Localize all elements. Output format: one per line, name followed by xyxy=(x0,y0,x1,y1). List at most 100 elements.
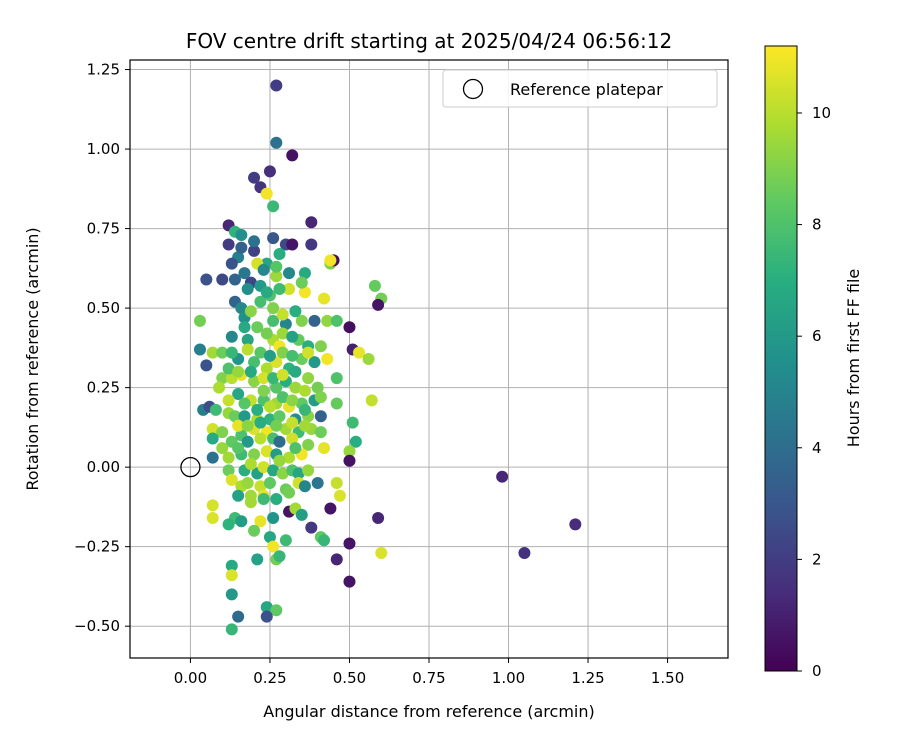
data-point xyxy=(260,601,273,614)
data-point xyxy=(254,416,267,429)
data-point xyxy=(222,238,235,251)
data-point xyxy=(228,410,241,423)
data-points xyxy=(193,79,582,636)
data-point xyxy=(216,273,229,286)
data-point xyxy=(267,200,280,213)
data-point xyxy=(270,492,283,505)
data-point xyxy=(305,216,318,229)
data-point xyxy=(330,372,343,385)
data-point xyxy=(206,499,219,512)
colorbar-tick-label: 0 xyxy=(812,662,822,680)
data-point xyxy=(248,235,261,248)
data-point xyxy=(311,477,324,490)
data-point xyxy=(251,321,264,334)
data-point xyxy=(232,387,245,400)
data-point xyxy=(276,327,289,340)
data-point xyxy=(289,381,302,394)
data-point xyxy=(343,321,356,334)
reference-platepar-marker xyxy=(180,456,201,478)
data-point xyxy=(343,537,356,550)
data-point xyxy=(251,553,264,566)
data-point xyxy=(206,432,219,445)
data-point xyxy=(232,419,245,432)
x-tick-label: 0.00 xyxy=(174,669,207,687)
data-point xyxy=(279,318,292,331)
data-point xyxy=(298,384,311,397)
data-point xyxy=(225,588,238,601)
data-point xyxy=(518,547,531,560)
data-point xyxy=(244,305,257,318)
legend-marker-icon xyxy=(462,78,484,100)
data-point xyxy=(241,477,254,490)
data-point xyxy=(330,397,343,410)
data-point xyxy=(238,410,251,423)
data-point xyxy=(222,394,235,407)
data-point xyxy=(260,327,273,340)
data-point xyxy=(372,298,385,311)
data-point xyxy=(216,426,229,439)
data-point xyxy=(343,575,356,588)
colorbar-ticks: 0 2 4 6 8 10 xyxy=(797,104,831,680)
y-tick-label: −0.25 xyxy=(74,538,120,556)
data-point xyxy=(235,241,248,254)
data-point xyxy=(362,353,375,365)
data-point xyxy=(263,531,276,544)
data-point xyxy=(330,314,343,327)
x-tick-label: 0.25 xyxy=(253,669,286,687)
data-point xyxy=(289,305,302,318)
data-point xyxy=(353,346,366,359)
data-point xyxy=(232,489,245,502)
x-axis-ticks: 0.00 0.25 0.50 0.75 1.00 1.25 1.50 xyxy=(174,658,684,687)
data-point xyxy=(298,419,311,432)
data-point xyxy=(241,343,254,356)
data-point xyxy=(225,623,238,636)
data-point xyxy=(372,512,385,525)
data-point xyxy=(295,314,308,327)
data-point xyxy=(349,435,362,448)
data-point xyxy=(225,473,238,486)
y-tick-label: 1.25 xyxy=(87,61,120,79)
data-point xyxy=(270,136,283,149)
data-point xyxy=(569,518,582,531)
data-point xyxy=(260,610,273,623)
data-point xyxy=(267,314,280,327)
data-point xyxy=(267,302,280,315)
data-point xyxy=(235,228,248,241)
colorbar-tick-label: 4 xyxy=(812,439,822,457)
legend-box xyxy=(442,69,718,108)
data-point xyxy=(318,442,331,455)
data-point xyxy=(225,346,238,359)
data-point xyxy=(346,416,359,429)
data-point xyxy=(289,442,302,455)
data-point xyxy=(254,480,267,493)
data-point xyxy=(254,295,267,308)
data-point xyxy=(248,356,261,369)
data-point xyxy=(283,267,296,280)
data-point xyxy=(314,410,327,423)
y-tick-label: 0.50 xyxy=(87,299,120,317)
data-point xyxy=(263,477,276,490)
data-point xyxy=(286,349,299,362)
data-point xyxy=(273,435,286,448)
data-point xyxy=(267,232,280,245)
data-point xyxy=(263,400,276,413)
data-point xyxy=(318,534,331,547)
data-point xyxy=(314,340,327,353)
data-point xyxy=(270,270,283,283)
x-tick-label: 0.75 xyxy=(412,669,445,687)
legend: Reference platepar xyxy=(442,69,718,108)
data-point xyxy=(298,286,311,299)
data-point xyxy=(251,403,264,416)
data-point xyxy=(302,372,315,385)
data-point xyxy=(225,559,238,572)
data-point xyxy=(305,521,318,534)
data-point xyxy=(241,435,254,448)
data-point xyxy=(257,384,270,397)
data-point xyxy=(289,365,302,378)
data-point xyxy=(283,283,296,296)
data-point xyxy=(276,467,289,480)
data-point xyxy=(314,426,327,439)
data-point xyxy=(254,432,267,445)
data-point xyxy=(216,442,229,455)
grid-lines xyxy=(130,60,728,658)
